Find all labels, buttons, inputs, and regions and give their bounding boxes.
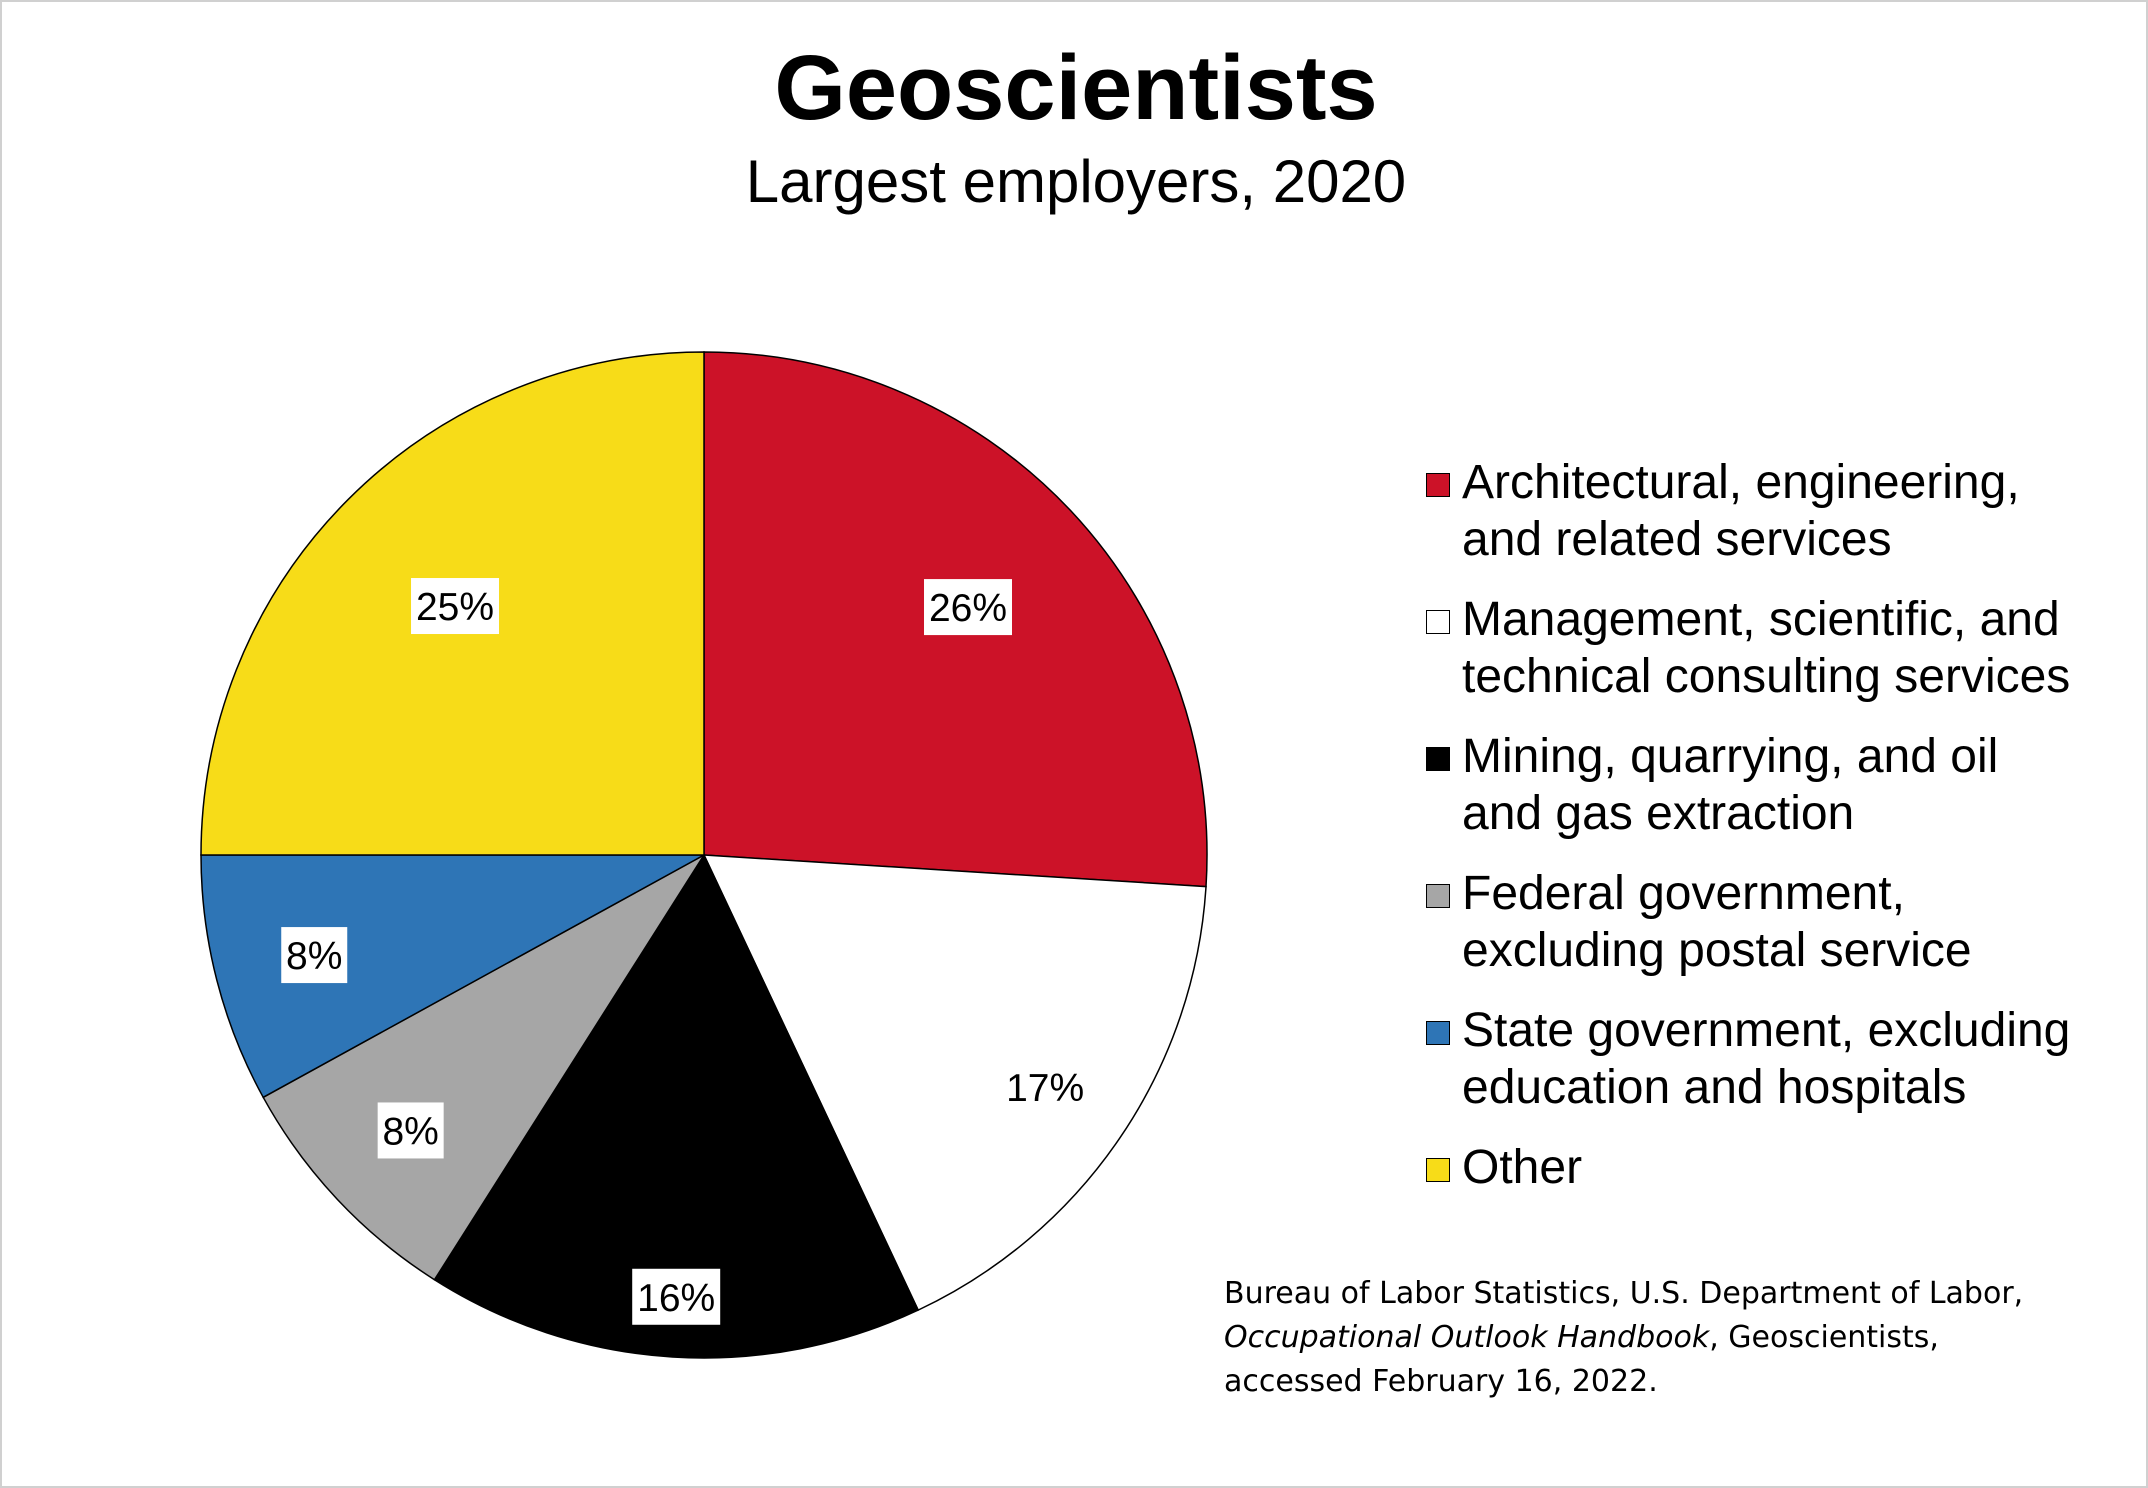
source-line-2: Occupational Outlook Handbook, Geoscient… <box>1224 1316 2023 1360</box>
legend-swatch <box>1426 610 1450 634</box>
legend-item: Other <box>1426 1139 2146 1196</box>
slice-label-background <box>377 1102 444 1159</box>
legend-swatch <box>1426 1158 1450 1182</box>
legend-label: State government, excluding education and… <box>1462 1002 2146 1116</box>
legend-label-line: Federal government, <box>1462 867 1905 920</box>
chart-title: Geoscientists <box>774 37 1378 139</box>
legend-label: Architectural, engineering, and related s… <box>1462 454 2146 568</box>
slice-label-background <box>632 1268 721 1325</box>
pie-slice-3 <box>262 854 705 1281</box>
slice-label-0: 26% <box>924 579 1013 636</box>
pie-slice-1 <box>702 854 1207 1312</box>
slice-label-5: 25% <box>411 578 500 635</box>
legend-item: Federal government, excluding postal serv… <box>1426 865 2146 979</box>
legend: Architectural, engineering, and related s… <box>1426 454 2146 1219</box>
legend-label-line: and related services <box>1462 513 1892 566</box>
legend-label-line: technical consulting services <box>1462 650 2071 703</box>
slice-label-background <box>924 579 1013 636</box>
pie-slice-4 <box>200 854 705 1099</box>
legend-label-line: and gas extraction <box>1462 787 1855 840</box>
chart-subtitle: Largest employers, 2020 <box>745 148 1407 215</box>
source-note: Bureau of Labor Statistics, U.S. Departm… <box>1224 1272 2023 1404</box>
legend-swatch <box>1426 473 1450 497</box>
slice-label-background <box>281 927 348 984</box>
slice-label-text: 8% <box>382 1110 438 1153</box>
legend-label-line: Architectural, engineering, <box>1462 456 2020 509</box>
slice-label-text: 17% <box>1006 1067 1084 1110</box>
legend-item: Architectural, engineering, and related s… <box>1426 454 2146 568</box>
legend-label-line: Management, scientific, and <box>1462 593 2060 646</box>
legend-label-line: excluding postal service <box>1462 924 1972 977</box>
legend-item: Mining, quarrying, and oil and gas extrac… <box>1426 728 2146 842</box>
source-line-3: accessed February 16, 2022. <box>1224 1364 1658 1399</box>
legend-item: Management, scientific, and technical con… <box>1426 591 2146 705</box>
source-line-2-rest: , Geoscientists, <box>1709 1320 1939 1355</box>
source-publication: Occupational Outlook Handbook <box>1224 1320 1710 1355</box>
legend-item: State government, excluding education and… <box>1426 1002 2146 1116</box>
legend-label: Management, scientific, and technical con… <box>1462 591 2146 705</box>
legend-label-line: State government, excluding <box>1462 1004 2071 1057</box>
slice-label-text: 8% <box>286 935 342 978</box>
legend-label-line: Mining, quarrying, and oil <box>1462 730 1999 783</box>
legend-label: Other <box>1462 1139 2146 1196</box>
legend-swatch <box>1426 884 1450 908</box>
legend-label: Federal government, excluding postal serv… <box>1462 865 2146 979</box>
legend-swatch <box>1426 1021 1450 1045</box>
slice-label-3: 8% <box>377 1102 444 1159</box>
legend-label: Mining, quarrying, and oil and gas extrac… <box>1462 728 2146 842</box>
slice-label-text: 25% <box>416 586 494 629</box>
slice-label-4: 8% <box>281 927 348 984</box>
slice-label-2: 16% <box>632 1268 721 1325</box>
legend-swatch <box>1426 747 1450 771</box>
source-line-1: Bureau of Labor Statistics, U.S. Departm… <box>1224 1276 2024 1311</box>
slice-label-text: 26% <box>929 587 1007 630</box>
slice-label-text: 16% <box>637 1277 715 1320</box>
slice-label-1: 17% <box>1006 1067 1084 1110</box>
legend-label-line: education and hospitals <box>1462 1061 1967 1114</box>
slice-label-background <box>411 578 500 635</box>
pie-slice-2 <box>433 853 920 1359</box>
legend-label-line: Other <box>1462 1141 1583 1194</box>
